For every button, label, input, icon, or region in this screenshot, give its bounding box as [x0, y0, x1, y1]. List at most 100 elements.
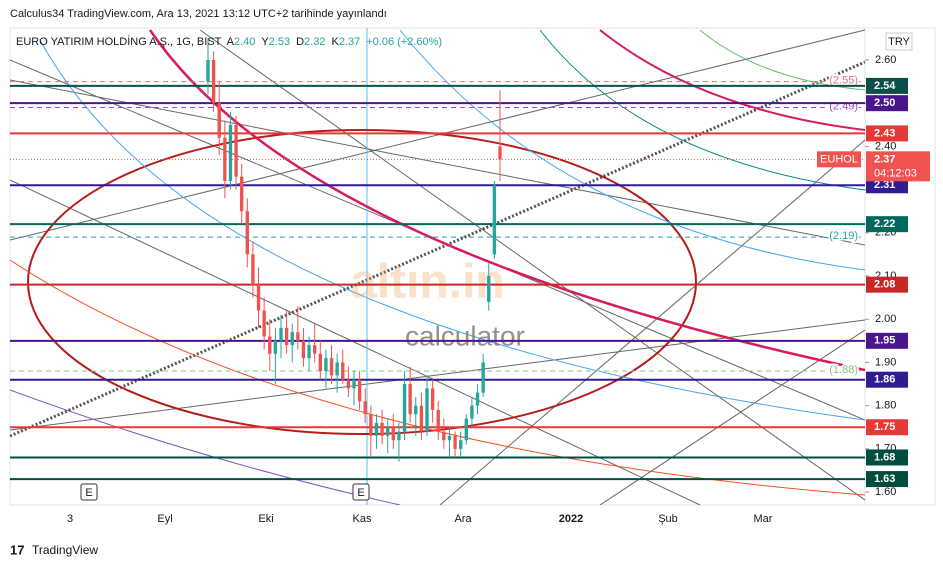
- dashed-level-label: (2.19): [829, 230, 858, 242]
- arc: [399, 29, 865, 271]
- candle-body: [262, 310, 266, 337]
- price-level-box: [866, 371, 908, 388]
- price-level-label: 1.68: [874, 451, 895, 463]
- candle-body: [256, 284, 261, 311]
- ohlc-value: 2.37: [339, 36, 360, 48]
- price-level-label: 1.86: [874, 374, 895, 386]
- trend-line: [10, 319, 865, 431]
- price-level-box: [866, 332, 908, 349]
- watermark: calculator: [405, 320, 525, 351]
- y-tick-label: 2.00: [875, 313, 896, 325]
- price-level-box: [866, 276, 908, 293]
- event-label: E: [85, 487, 92, 499]
- candle-body: [397, 431, 401, 441]
- footer-text: TradingView: [32, 543, 98, 557]
- price-level-box: [866, 125, 908, 142]
- event-marker[interactable]: [352, 483, 370, 501]
- ohlc-value: 2.40: [234, 36, 255, 48]
- x-tick-label: Eyl: [157, 513, 172, 525]
- price-level-label: 1.63: [874, 473, 895, 485]
- price-level-label: 2.54: [874, 80, 896, 92]
- x-tick-label: Şub: [658, 513, 678, 525]
- watermark: altın.in: [350, 256, 505, 309]
- price-level-label: 2.31: [874, 179, 895, 191]
- price-level-label: 2.50: [874, 97, 895, 109]
- y-tick-label: 1.80: [875, 400, 896, 412]
- candle-body: [324, 358, 328, 372]
- candle-body: [459, 440, 463, 449]
- arc: [10, 389, 401, 505]
- trend-line: [10, 29, 865, 241]
- candle-body: [352, 379, 356, 389]
- candle-body: [234, 124, 238, 177]
- arc: [39, 39, 865, 421]
- x-tick-label: Kas: [353, 513, 372, 525]
- ohlc-key: A: [227, 36, 235, 48]
- candle-body: [475, 392, 480, 406]
- price-level-box: [866, 95, 908, 112]
- last-price-label: 2.37: [874, 153, 895, 165]
- arc: [699, 29, 865, 91]
- price-level-box: [866, 77, 908, 94]
- candle-body: [318, 353, 322, 372]
- candle-body: [419, 405, 424, 432]
- candle-body: [453, 435, 457, 449]
- price-level-label: 2.08: [874, 279, 895, 291]
- event-marker[interactable]: [80, 483, 98, 501]
- x-tick-label: 2022: [559, 513, 583, 525]
- candle-body: [408, 384, 412, 415]
- dashed-level-label: (2.55): [829, 74, 858, 86]
- candle-body: [470, 405, 474, 419]
- event-label: E: [357, 487, 364, 499]
- x-tick-label: 3: [67, 513, 73, 525]
- last-price-box: [866, 151, 930, 182]
- candle-body: [430, 388, 435, 410]
- candle-body: [346, 379, 351, 389]
- candle-body: [436, 409, 440, 432]
- price-level-box: [866, 216, 908, 233]
- candle-body: [414, 405, 418, 415]
- price-level-label: 2.43: [874, 127, 895, 139]
- y-tick-label: 2.40: [875, 140, 896, 152]
- candle-body: [464, 418, 468, 441]
- candle-body: [335, 362, 339, 376]
- arc: [539, 29, 865, 191]
- ohlc-value: 2.32: [304, 36, 325, 48]
- candle-body: [492, 185, 497, 255]
- candle-body: [363, 401, 367, 415]
- arc: [599, 29, 865, 131]
- candle-body: [245, 211, 249, 255]
- last-price-name: EUHOL: [820, 153, 858, 165]
- price-level-box: [866, 471, 908, 488]
- candle-body: [273, 340, 278, 354]
- candle-body: [301, 340, 306, 359]
- candle-body: [481, 362, 485, 393]
- candle-body: [341, 362, 345, 380]
- price-level-label: 1.75: [874, 421, 895, 433]
- trend-line: [439, 139, 865, 505]
- logo: 17: [10, 542, 24, 557]
- currency: TRY: [888, 36, 910, 48]
- ohlc-value: 2.53: [269, 36, 290, 48]
- candle-body: [380, 422, 384, 436]
- candle-body: [206, 59, 210, 82]
- price-level-label: 2.22: [874, 218, 895, 230]
- candle-body: [386, 427, 390, 436]
- candle-body: [228, 124, 233, 181]
- publisher: Calculus34 TradingView.com, Ara 13, 2021…: [10, 8, 387, 20]
- trend-line: [199, 29, 865, 501]
- ohlc-value: +0.06 (+2.60%): [366, 36, 442, 48]
- candle-body: [313, 345, 317, 354]
- candle-body: [279, 327, 283, 341]
- footer: 17 TradingView: [10, 542, 98, 557]
- price-level-label: 1.95: [874, 335, 895, 347]
- candle-body: [357, 379, 362, 402]
- dashed-level-label: (1.88): [829, 364, 858, 376]
- title-text: EURO YATIRIM HOLDİNG A.Ş., 1G, BIST: [16, 35, 222, 48]
- countdown: 04:12:03: [874, 167, 917, 179]
- currency-box: [885, 32, 913, 51]
- ohlc-key: K: [331, 36, 339, 48]
- candle-body: [391, 427, 395, 441]
- y-tick-label: 1.90: [875, 356, 896, 368]
